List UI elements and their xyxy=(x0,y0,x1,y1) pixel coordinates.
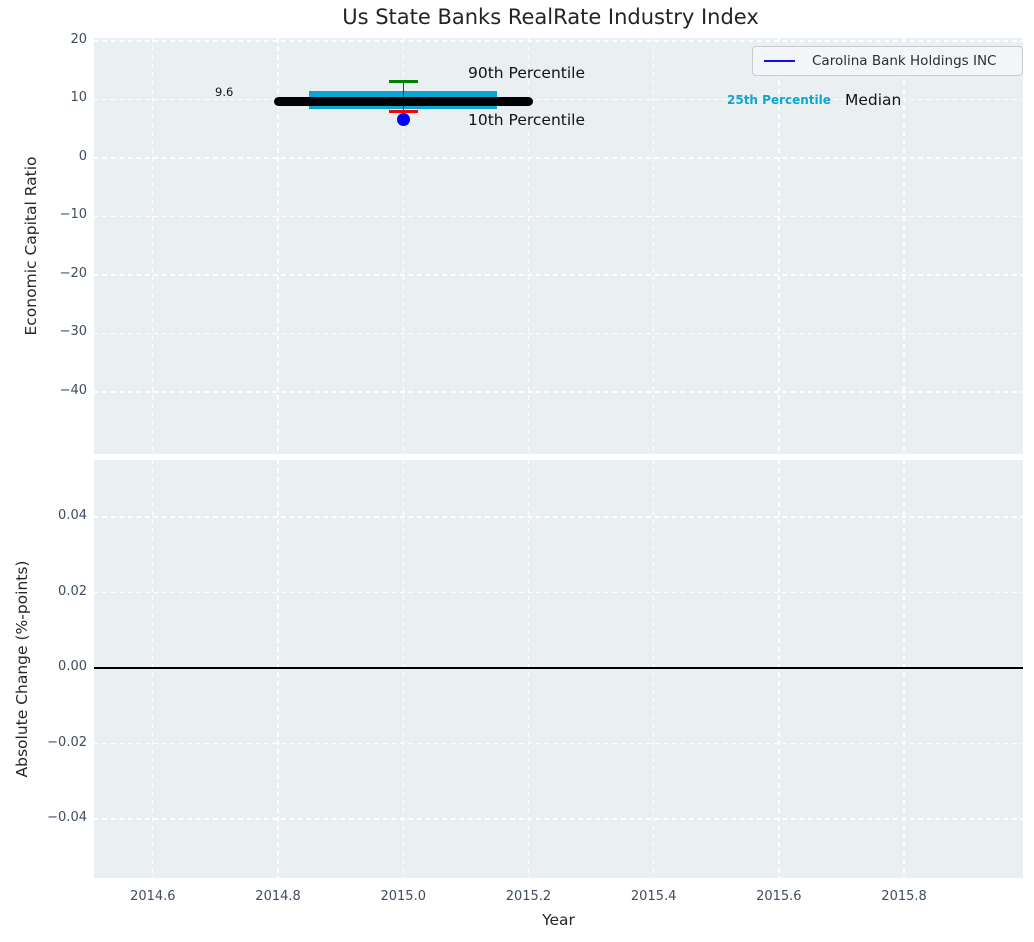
y-tick-label: −40 xyxy=(59,382,87,398)
zero-change-line xyxy=(94,666,1023,670)
gridline-horizontal xyxy=(94,818,1023,820)
gridline-vertical xyxy=(527,38,530,454)
y-tick-label: 10 xyxy=(70,90,87,106)
gridline-horizontal xyxy=(94,391,1023,393)
median-line xyxy=(273,97,533,107)
gridline-vertical xyxy=(653,38,655,454)
annotation-median-value: 9.6 xyxy=(215,85,234,99)
y-tick-label: 0 xyxy=(78,148,87,164)
x-tick-label: 2015.0 xyxy=(380,889,426,904)
y-tick-label: −0.04 xyxy=(47,810,87,826)
y-tick-label: −30 xyxy=(59,324,87,340)
gridline-horizontal xyxy=(94,215,1023,218)
y-tick-label: 0.00 xyxy=(58,659,87,675)
chart-title: Us State Banks RealRate Industry Index xyxy=(342,5,759,29)
gridline-horizontal xyxy=(94,516,1023,518)
x-tick-label: 2014.8 xyxy=(255,889,301,904)
x-tick-label: 2014.6 xyxy=(130,889,176,904)
y-axis-label-top: Economic Capital Ratio xyxy=(22,156,40,336)
y-tick-label: −0.02 xyxy=(47,734,87,750)
gridline-horizontal xyxy=(94,40,1023,42)
y-tick-label: −20 xyxy=(59,265,87,281)
gridline-horizontal xyxy=(94,742,1023,745)
legend-line-swatch xyxy=(764,59,795,63)
p10-cap xyxy=(388,110,418,114)
x-tick-label: 2015.6 xyxy=(756,889,802,904)
x-tick-label: 2015.4 xyxy=(630,889,677,904)
annotation-25th-percentile: 25th Percentile xyxy=(727,93,831,107)
gridline-horizontal xyxy=(94,98,1023,101)
top-plot-area xyxy=(94,38,1023,454)
x-tick-label: 2015.8 xyxy=(881,889,927,904)
p90-cap xyxy=(388,80,418,84)
y-tick-label: 0.04 xyxy=(58,508,87,524)
legend: Carolina Bank Holdings INC xyxy=(752,46,1023,76)
gridline-vertical xyxy=(277,38,279,454)
company-data-point xyxy=(396,113,410,127)
gridline-vertical xyxy=(152,38,154,454)
gridline-horizontal xyxy=(94,332,1023,335)
gridline-horizontal xyxy=(94,591,1023,594)
gridline-vertical xyxy=(903,38,905,454)
annotation-90th-percentile: 90th Percentile xyxy=(468,64,586,82)
y-axis-label-bottom: Absolute Change (%-points) xyxy=(13,560,31,778)
y-tick-label: 0.02 xyxy=(58,583,87,599)
y-tick-label: −10 xyxy=(59,207,87,223)
gridline-vertical xyxy=(778,38,780,454)
x-tick-label: 2015.2 xyxy=(505,889,552,904)
y-tick-label: 20 xyxy=(70,31,87,47)
annotation-10th-percentile: 10th Percentile xyxy=(468,111,586,129)
whisker-line xyxy=(402,81,404,112)
gridline-horizontal xyxy=(94,157,1023,159)
legend-entry-label: Carolina Bank Holdings INC xyxy=(812,53,997,69)
gridline-horizontal xyxy=(94,274,1023,276)
x-axis-label: Year xyxy=(542,911,575,929)
annotation-median: Median xyxy=(845,91,902,109)
gridline-vertical xyxy=(402,38,404,454)
